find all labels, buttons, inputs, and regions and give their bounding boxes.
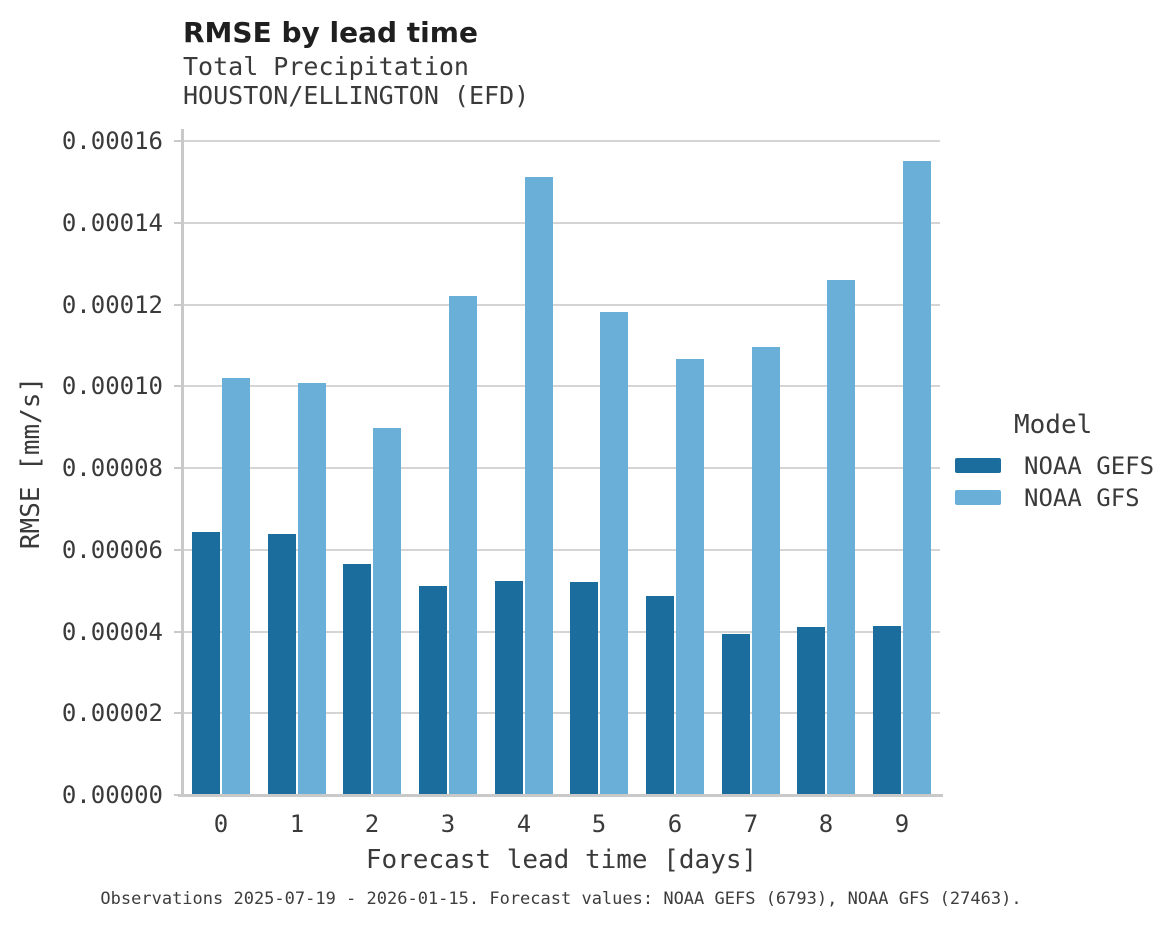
x-tick-label: 7 [743,810,759,838]
y-tick-mark [174,467,183,469]
x-tick-label: 3 [440,810,456,838]
bar-noaa-gfs-lead-0 [222,378,250,795]
x-tick-label: 8 [818,810,834,838]
x-axis-line [178,794,943,797]
bar-noaa-gefs-lead-2 [343,564,371,795]
y-tick-label: 0.00004 [61,618,163,646]
y-tick-mark [174,385,183,387]
bar-noaa-gfs-lead-4 [525,177,553,795]
y-gridline [183,304,940,306]
legend-label-noaa-gefs: NOAA GEFS [1024,452,1155,480]
y-tick-label: 0.00010 [61,372,163,400]
y-tick-mark [174,794,183,796]
x-tick-label: 5 [591,810,607,838]
y-tick-mark [174,140,183,142]
bar-noaa-gefs-lead-5 [570,582,598,795]
bar-noaa-gfs-lead-7 [752,347,780,795]
chart-title: RMSE by lead time [183,16,478,49]
legend-swatch-noaa-gfs [955,490,1001,505]
y-tick-label: 0.00014 [61,209,163,237]
caption: Observations 2025-07-19 - 2026-01-15. Fo… [100,889,1022,909]
bar-noaa-gefs-lead-9 [873,626,901,795]
bar-noaa-gfs-lead-1 [298,383,326,795]
y-tick-mark [174,631,183,633]
y-gridline [183,631,940,633]
y-tick-label: 0.00016 [61,127,163,155]
x-tick-label: 9 [894,810,910,838]
legend-label-noaa-gfs: NOAA GFS [1024,484,1140,512]
legend-swatch-noaa-gefs [955,458,1001,473]
bar-noaa-gefs-lead-8 [797,627,825,795]
y-tick-mark [174,222,183,224]
x-axis-title: Forecast lead time [days] [365,845,758,875]
y-gridline [183,140,940,142]
x-tick-label: 0 [213,810,229,838]
y-tick-mark [174,549,183,551]
y-gridline [183,549,940,551]
y-tick-mark [174,712,183,714]
y-tick-mark [174,304,183,306]
bar-noaa-gefs-lead-7 [722,634,750,795]
x-tick-label: 4 [516,810,532,838]
bar-noaa-gefs-lead-3 [419,586,447,795]
bar-noaa-gfs-lead-8 [827,280,855,795]
bar-noaa-gfs-lead-2 [373,428,401,795]
y-tick-label: 0.00008 [61,454,163,482]
bar-noaa-gfs-lead-6 [676,359,704,795]
chart-subtitle-station: HOUSTON/ELLINGTON (EFD) [183,81,530,110]
y-gridline [183,222,940,224]
x-tick-label: 1 [289,810,305,838]
x-tick-label: 2 [364,810,380,838]
bar-noaa-gefs-lead-1 [268,534,296,795]
y-axis-spine [181,129,184,796]
bar-noaa-gfs-lead-9 [903,161,931,795]
bar-noaa-gefs-lead-4 [495,581,523,795]
bar-noaa-gefs-lead-6 [646,596,674,795]
y-gridline [183,385,940,387]
bar-noaa-gefs-lead-0 [192,532,220,795]
y-tick-label: 0.00006 [61,536,163,564]
bar-noaa-gfs-lead-5 [600,312,628,795]
y-axis-title: RMSE [mm/s] [16,376,46,550]
y-gridline [183,712,940,714]
bar-noaa-gfs-lead-3 [449,296,477,795]
chart-subtitle-variable: Total Precipitation [183,52,469,81]
y-tick-label: 0.00000 [61,781,163,809]
legend-title: Model [1014,410,1093,440]
y-gridline [183,467,940,469]
y-tick-label: 0.00002 [61,699,163,727]
x-tick-label: 6 [667,810,683,838]
y-tick-label: 0.00012 [61,291,163,319]
